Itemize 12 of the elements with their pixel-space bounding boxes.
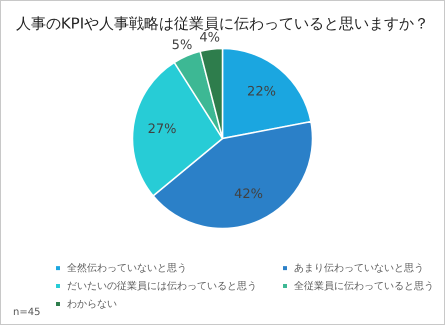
data-label: 4% <box>199 30 220 46</box>
data-label: 5% <box>172 38 192 53</box>
legend-label: あまり伝わっていないと思う <box>294 263 424 274</box>
data-label: 42% <box>234 186 264 202</box>
text: n=45 <box>13 307 40 318</box>
legend-label: 全然伝わっていないと思う <box>67 262 187 274</box>
data-label: 27% <box>148 122 177 137</box>
data-label: 22% <box>247 84 276 100</box>
chart-title: 人事のKPIや人事戦略は従業員に伝わっていると思いますか？ <box>16 14 430 32</box>
legend-label: 全従業員に伝わっていると思う <box>294 280 434 292</box>
legend-label: だいたいの従業員には伝わっていると思う <box>67 280 257 292</box>
legend-label: わからない <box>67 299 117 310</box>
